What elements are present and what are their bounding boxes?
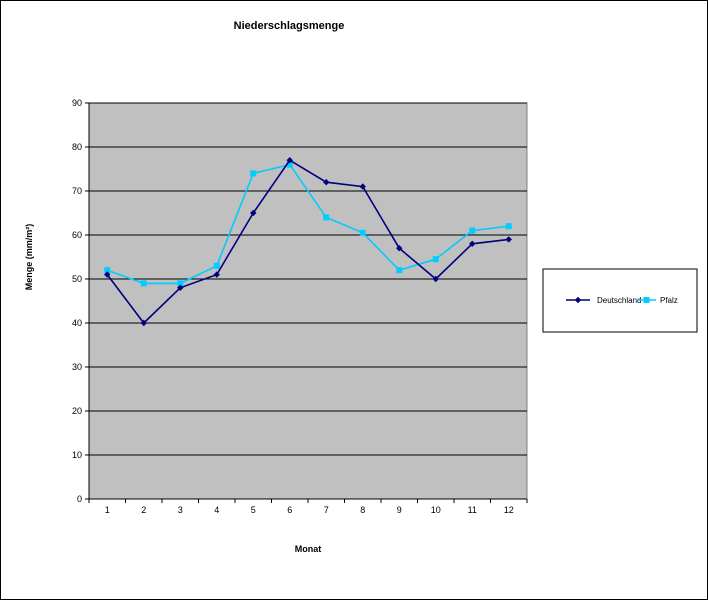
y-tick-label: 30 <box>72 362 82 372</box>
data-point <box>396 245 403 252</box>
x-tick-label: 9 <box>397 505 402 515</box>
plot-area <box>88 102 528 500</box>
data-point <box>213 271 220 278</box>
y-tick-label: 90 <box>72 98 82 108</box>
x-tick-label: 3 <box>178 505 183 515</box>
x-tick-label: 12 <box>504 505 514 515</box>
data-point <box>177 280 184 287</box>
series-layer <box>104 157 512 327</box>
x-axis-label: Monat <box>295 544 322 554</box>
x-tick-label: 2 <box>141 505 146 515</box>
data-point <box>359 229 366 236</box>
data-point <box>140 280 147 287</box>
data-point <box>213 262 220 269</box>
data-point <box>469 227 476 234</box>
data-point <box>250 170 257 177</box>
x-tick-label: 10 <box>431 505 441 515</box>
series-line <box>106 163 509 285</box>
data-point <box>104 267 111 274</box>
data-point <box>469 240 476 247</box>
y-axis-label: Menge (mm/m²) <box>24 224 34 291</box>
gridlines <box>89 102 527 456</box>
y-axis-ticks: 0 10 20 30 40 50 60 70 80 90 <box>72 98 90 504</box>
data-point <box>177 284 184 291</box>
series-deutschland <box>104 157 512 327</box>
x-tick-label: 11 <box>468 505 477 515</box>
data-point <box>323 179 330 186</box>
y-tick-label: 80 <box>72 142 82 152</box>
x-tick-label: 1 <box>105 505 110 515</box>
data-point <box>396 267 403 274</box>
legend-marker <box>643 297 650 303</box>
chart-title: Niederschlagsmenge <box>234 20 345 32</box>
data-point <box>286 157 293 164</box>
series-pfalz <box>104 161 512 287</box>
y-tick-label: 20 <box>72 406 82 416</box>
data-point <box>104 271 111 278</box>
x-axis-ticks: 1 2 3 4 5 6 7 8 9 10 11 12 <box>88 498 528 515</box>
x-tick-label: 6 <box>287 505 292 515</box>
data-point <box>505 236 512 243</box>
x-tick-label: 8 <box>360 505 365 515</box>
y-tick-label: 70 <box>72 186 82 196</box>
data-point <box>286 161 293 168</box>
data-point <box>432 275 439 283</box>
legend-marker <box>574 296 582 304</box>
x-tick-label: 4 <box>214 505 219 515</box>
y-tick-label: 60 <box>72 230 82 240</box>
legend: Deutschland Pfalz <box>542 268 698 333</box>
y-tick-label: 50 <box>72 274 82 284</box>
y-tick-label: 40 <box>72 318 82 328</box>
x-tick-label: 7 <box>324 505 329 515</box>
y-tick-label: 0 <box>77 494 82 504</box>
x-tick-label: 5 <box>251 505 256 515</box>
legend-label: Pfalz <box>660 296 678 305</box>
legend-label: Deutschland <box>597 296 641 305</box>
data-point <box>140 319 147 327</box>
legend-entry: Pfalz <box>637 296 678 305</box>
data-point <box>359 183 366 190</box>
y-tick-label: 10 <box>72 450 82 460</box>
data-point <box>323 214 330 221</box>
data-point <box>432 256 439 263</box>
data-point <box>505 223 512 230</box>
legend-entry: Deutschland <box>566 296 641 305</box>
series-line <box>106 159 509 325</box>
data-point <box>250 209 257 217</box>
